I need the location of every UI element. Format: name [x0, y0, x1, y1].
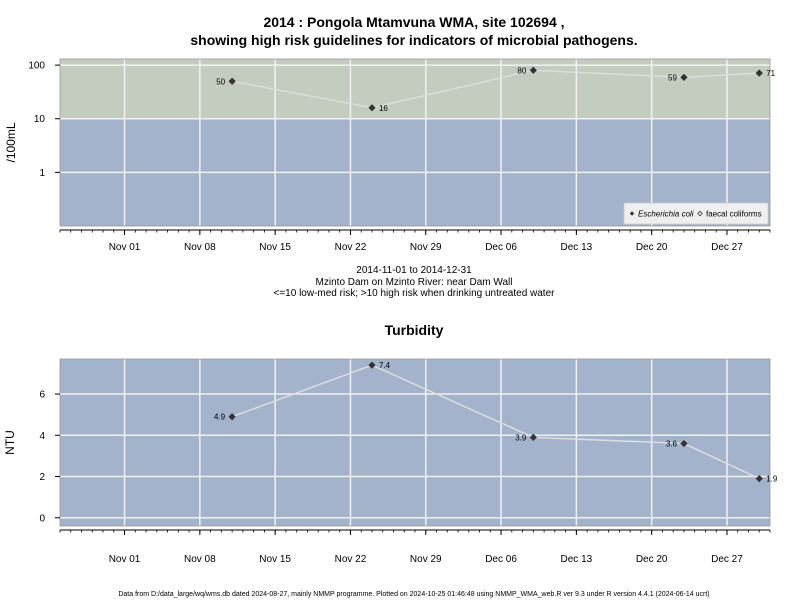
x-tick-label: Nov 08 — [184, 242, 216, 253]
legend: Escherichia coli faecal coliforms — [623, 202, 769, 225]
data-point — [680, 73, 688, 82]
data-label: 50 — [216, 77, 225, 86]
plot-border — [59, 358, 771, 527]
y-axis-label: NTU — [3, 430, 17, 455]
x-tick-label: Dec 13 — [561, 554, 593, 565]
y-tick-label: 1 — [39, 168, 45, 179]
y-tick-label: 100 — [28, 61, 45, 72]
x-tick-label: Dec 20 — [636, 242, 668, 253]
high-risk-zone — [60, 59, 770, 119]
plot-border — [59, 58, 771, 227]
data-label: 80 — [517, 66, 526, 75]
x-tick-label: Nov 29 — [410, 554, 442, 565]
data-label: 59 — [668, 73, 677, 82]
y-axis-label: /100mL — [4, 122, 18, 162]
data-label: 4.9 — [214, 413, 226, 422]
data-point — [228, 413, 236, 421]
chart-title-line-1: 2014 : Pongola Mtamvuna WMA, site 102694… — [263, 14, 564, 30]
x-tick-label: Nov 22 — [335, 242, 367, 253]
y-tick-label: 2 — [39, 472, 45, 483]
x-tick-label: Dec 06 — [485, 554, 517, 565]
caption-site: Mzinto Dam on Mzinto River: near Dam Wal… — [316, 277, 513, 288]
data-point — [228, 77, 236, 85]
x-tick-label: Nov 22 — [335, 554, 367, 565]
turbidity-title: Turbidity — [385, 322, 444, 338]
data-point — [755, 474, 763, 483]
x-tick-label: Dec 06 — [485, 242, 517, 253]
data-point — [368, 104, 376, 112]
x-tick-label: Nov 01 — [109, 554, 141, 565]
data-label: 71 — [766, 69, 775, 78]
data-point — [529, 66, 537, 74]
legend-box — [623, 202, 769, 225]
caption-risk-guideline: <=10 low-med risk; >10 high risk when dr… — [274, 288, 556, 299]
y-tick-label: 4 — [39, 431, 45, 442]
data-label: 3.6 — [666, 440, 678, 449]
x-tick-label: Nov 15 — [259, 242, 291, 253]
y-tick-label: 6 — [39, 390, 45, 401]
data-point — [680, 439, 688, 448]
caption-date-range: 2014-11-01 to 2014-12-31 — [356, 265, 472, 276]
data-point — [368, 361, 376, 369]
legend-marker-faecal — [697, 210, 703, 217]
data-point — [529, 433, 537, 441]
data-point — [755, 69, 763, 77]
x-tick-label: Nov 01 — [109, 242, 141, 253]
x-tick-label: Nov 08 — [184, 554, 216, 565]
legend-label-ecoli: Escherichia coli — [638, 210, 694, 219]
x-tick-label: Nov 15 — [259, 554, 291, 565]
legend-label-faecal: faecal coliforms — [706, 210, 762, 219]
y-tick-label: 0 — [39, 513, 45, 524]
x-tick-label: Dec 13 — [561, 242, 593, 253]
data-label: 7.4 — [379, 361, 391, 370]
x-tick-label: Dec 20 — [636, 554, 668, 565]
data-label: 1.9 — [766, 475, 778, 484]
y-tick-label: 10 — [34, 114, 46, 125]
legend-marker-ecoli — [629, 211, 635, 216]
footer-note: Data from D:/data_large/wq/wms.db dated … — [118, 591, 709, 598]
chart-title-line-2: showing high risk guidelines for indicat… — [190, 32, 637, 48]
x-tick-label: Dec 27 — [711, 242, 743, 253]
turbidity-panel: 0 2 4 6 NTU Nov 01 Nov 08 Nov 15 Nov 22 Nov 29 Dec… — [3, 358, 778, 565]
x-tick-label: Nov 29 — [410, 242, 442, 253]
microbial-panel: 1 10 100/100mL Nov 01 Nov 08 Nov 15 Nov 22 Nov … — [4, 58, 776, 253]
data-label: 16 — [379, 104, 388, 113]
x-tick-label: Dec 27 — [711, 554, 743, 565]
data-label: 3.9 — [515, 433, 527, 442]
